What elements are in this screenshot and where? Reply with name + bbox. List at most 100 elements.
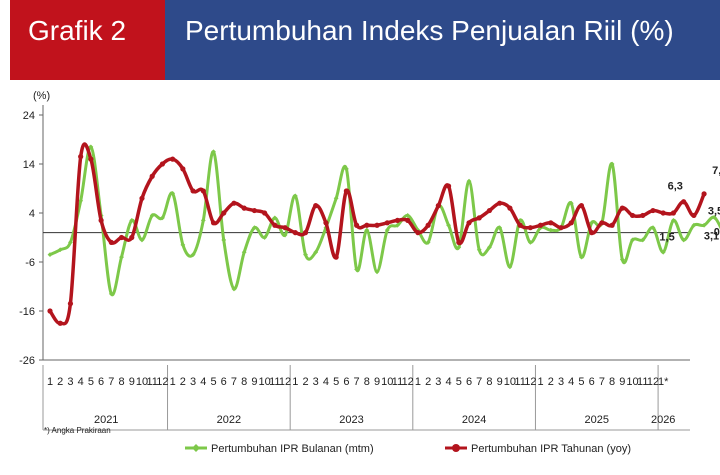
point-yoy [701,191,707,197]
point-mtm [343,166,349,172]
point-yoy [578,203,585,209]
year-label: 2026 [651,414,675,426]
x-tick-label: 7 [231,376,237,388]
point-yoy [241,205,247,211]
point-yoy [343,188,349,194]
year-label: 2025 [585,414,609,426]
point-yoy [333,254,339,260]
x-tick-label: 4 [568,376,574,388]
point-yoy [466,220,472,226]
point-yoy [364,222,370,228]
point-mtm [619,257,625,262]
x-tick-label: 12 [156,376,168,388]
point-yoy [354,222,360,228]
point-yoy [88,156,94,162]
x-tick-label: 12 [647,376,659,388]
point-yoy [527,225,533,231]
point-yoy [589,230,595,236]
point-mtm [507,264,513,270]
point-mtm [292,193,298,199]
year-label: 2021 [94,414,118,426]
point-mtm [466,178,472,184]
point-mtm [47,252,53,258]
point-yoy [190,188,196,194]
point-mtm [303,252,308,258]
point-mtm [405,213,411,218]
point-mtm [211,149,216,155]
y-tick-label: 4 [29,208,35,220]
point-mtm [354,266,359,272]
point-mtm [241,249,247,255]
point-yoy [210,220,217,226]
x-tick-label: 4 [323,376,329,388]
x-tick-label: 8 [118,376,124,388]
x-tick-label: 5 [210,376,216,388]
point-mtm [78,198,84,204]
legend: Pertumbuhan IPR Bulanan (mtm) Pertumbuhan… [185,443,631,455]
point-mtm [527,240,533,245]
point-mtm [262,235,268,240]
data-label-yoy: 6,3 [668,181,683,193]
point-mtm [170,191,176,196]
point-yoy [660,210,666,216]
point-yoy [323,220,329,226]
point-mtm [609,161,615,167]
x-tick-label: 12 [279,376,291,388]
x-tick-label: 6 [589,376,595,388]
point-yoy [118,234,125,241]
data-label-yoy: 3,5 [708,205,720,217]
point-yoy [456,239,462,245]
point-mtm [660,249,666,255]
legend-marker-mtm [192,444,200,452]
point-mtm [548,227,554,233]
x-tick-label: 1 [292,376,298,388]
point-mtm [374,269,380,275]
x-tick-label: 7 [108,376,114,388]
point-mtm [313,249,319,255]
point-mtm [252,225,257,231]
point-mtm [579,254,584,260]
x-tick-label: 6 [466,376,472,388]
x-tick-label: 9 [619,376,625,388]
point-mtm [364,227,370,233]
point-yoy [650,207,656,214]
point-mtm [395,222,400,228]
x-tick-label: 10 [626,376,638,388]
point-mtm [180,242,186,248]
point-yoy [282,225,288,231]
point-yoy [405,217,411,223]
x-tick-label: 10 [381,376,393,388]
x-tick-label: 6 [343,376,349,388]
chart-title: Pertumbuhan Indeks Penjualan Riil (%) [185,15,674,46]
x-tick-label: 3 [435,376,441,388]
y-tick-label: 14 [23,159,35,171]
y-tick-label: 24 [23,110,35,122]
x-tick-label: 11 [392,376,403,388]
point-yoy [681,199,687,205]
point-yoy [57,320,63,326]
point-mtm [701,222,707,228]
data-labels: 1,5 3,1-0,6 6,3 3,5 7,9 [659,165,720,243]
y-tick-label: -6 [25,257,35,269]
point-mtm [589,220,595,226]
point-yoy [497,200,503,206]
point-yoy [537,222,544,228]
chart-header: Grafik 2 Pertumbuhan Indeks Penjualan Ri… [0,0,720,80]
year-label: 2022 [217,414,241,426]
point-yoy [415,230,421,236]
x-tick-label: 7 [354,376,360,388]
point-mtm [68,240,73,245]
data-label-mtm: -0,6 [710,226,720,238]
point-mtm [681,237,687,243]
point-mtm [57,247,63,253]
y-tick-label: -16 [19,306,35,318]
x-tick-label: 6 [98,376,104,388]
chart-axes [42,105,690,431]
point-yoy [139,195,145,201]
point-mtm [200,217,206,223]
x-tick-label: 10 [258,376,270,388]
x-tick-label: 8 [609,376,615,388]
x-tick-label: 9 [251,376,257,388]
point-mtm [384,227,390,233]
